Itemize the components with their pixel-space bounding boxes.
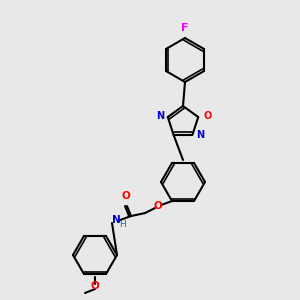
Text: O: O <box>122 191 130 201</box>
Text: O: O <box>203 111 212 121</box>
Text: H: H <box>118 220 125 229</box>
Text: N: N <box>112 215 120 225</box>
Text: N: N <box>156 111 164 121</box>
Text: F: F <box>181 23 189 33</box>
Text: N: N <box>196 130 205 140</box>
Text: O: O <box>91 281 99 291</box>
Text: O: O <box>154 201 162 211</box>
